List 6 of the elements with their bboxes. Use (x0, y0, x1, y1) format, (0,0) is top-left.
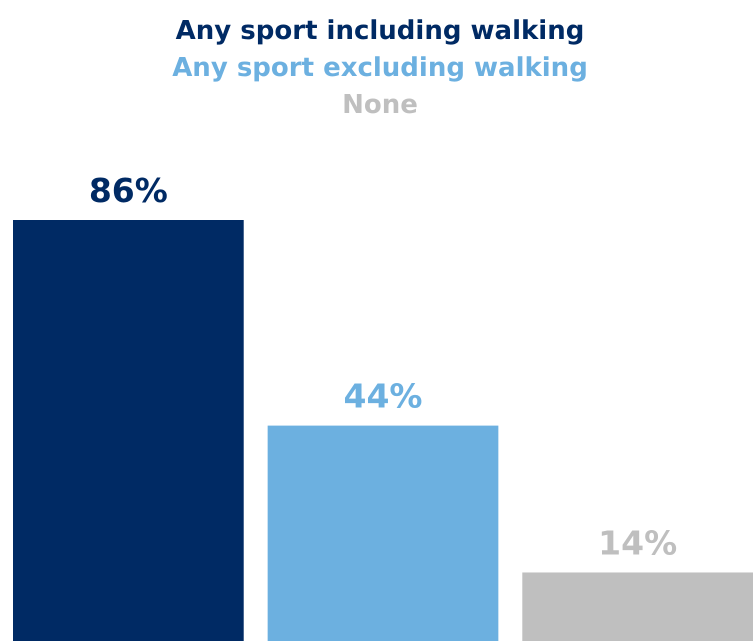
data-label: 44% (344, 376, 422, 416)
text: None (342, 90, 418, 120)
text: Any sport including walking (176, 16, 584, 46)
text: Any sport excluding walking (172, 53, 588, 83)
data-label: 86% (88, 171, 168, 210)
data-label: 14% (598, 523, 678, 562)
